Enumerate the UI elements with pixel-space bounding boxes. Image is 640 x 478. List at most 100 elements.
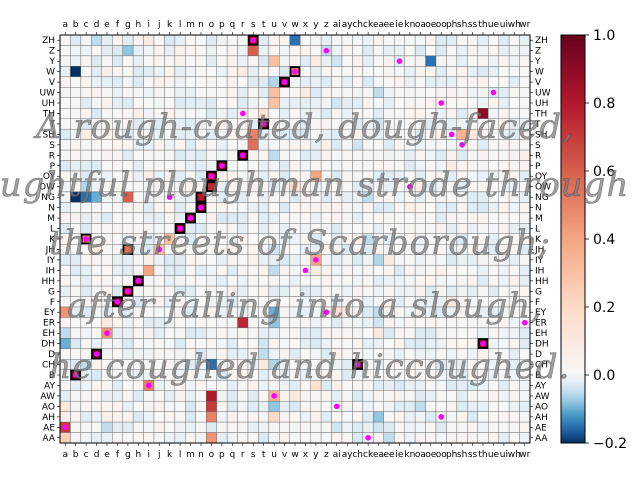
heatmap-cell [226, 76, 238, 88]
heatmap-cell [331, 432, 343, 444]
heatmap-cell [153, 45, 165, 57]
heatmap-cell [300, 212, 311, 224]
heatmap-cell [195, 87, 207, 98]
heatmap-cell [174, 149, 186, 161]
heatmap-cell [488, 66, 499, 78]
heatmap-cell [143, 34, 155, 46]
heatmap-cell [143, 87, 155, 98]
heatmap-cell [435, 149, 447, 161]
heatmap-cell [122, 432, 134, 444]
heatmap-cell [425, 264, 437, 276]
heatmap-cell [341, 411, 353, 423]
heatmap-cell [477, 264, 489, 276]
x-tick-label: oo [436, 20, 448, 30]
heatmap-cell [153, 87, 165, 98]
heatmap-cell [216, 45, 228, 57]
heatmap-cell [70, 34, 82, 46]
heatmap-cell [112, 327, 123, 339]
x-tick-label: p [219, 450, 225, 460]
heatmap-cell [195, 327, 207, 339]
colorbar-tick-label: 1.0 [593, 28, 615, 44]
heatmap-cell [414, 87, 426, 98]
heatmap-cell [488, 411, 499, 423]
heatmap-cell [185, 34, 196, 46]
heatmap-cell [247, 421, 259, 433]
x-tick-label: j [157, 20, 161, 30]
heatmap-cell [404, 275, 416, 287]
heatmap-cell [394, 264, 405, 276]
heatmap-cell [70, 400, 82, 412]
heatmap-cell [467, 76, 478, 88]
x-tick-label: p [219, 20, 225, 30]
heatmap-cell [331, 45, 343, 57]
outlined-cell [185, 212, 196, 224]
heatmap-cell [289, 55, 301, 67]
heatmap-cell [226, 400, 238, 412]
heatmap-cell [122, 34, 134, 46]
heatmap-cell [59, 400, 71, 412]
heatmap-cell [519, 149, 531, 161]
heatmap-cell [477, 212, 489, 224]
x-tick-label: g [125, 20, 131, 30]
heatmap-cell [258, 45, 270, 57]
heatmap-cell [341, 55, 353, 67]
heatmap-cell [258, 34, 270, 46]
heatmap-cell [59, 76, 71, 88]
heatmap-cell [216, 390, 228, 402]
heatmap-cell [477, 327, 489, 339]
heatmap-cell [91, 390, 102, 402]
heatmap-cell [226, 34, 238, 46]
heatmap-cell [310, 327, 322, 339]
heatmap-cell [101, 66, 113, 78]
x-tick-label: x [303, 450, 309, 460]
heatmap-cell [341, 45, 353, 57]
y-tick-label: AA [535, 434, 548, 444]
heatmap-cell [195, 76, 207, 88]
heatmap-cell [237, 34, 249, 46]
heatmap-cell [80, 421, 92, 433]
heatmap-cell [310, 390, 322, 402]
heatmap-cell [112, 55, 123, 67]
y-tick-label: AE [43, 423, 55, 433]
heatmap-cell [488, 55, 499, 67]
heatmap-cell [414, 76, 426, 88]
heatmap-cell [435, 327, 447, 339]
heatmap-cell [404, 264, 416, 276]
heatmap-cell [383, 66, 395, 78]
y-tick-label: DH [41, 340, 55, 350]
heatmap-cell [456, 432, 468, 444]
heatmap-cell [216, 421, 228, 433]
heatmap-cell [143, 264, 155, 276]
heatmap-cell [185, 149, 196, 161]
marker-dot [177, 225, 183, 232]
heatmap-cell [456, 45, 468, 57]
heatmap-cell [122, 264, 134, 276]
x-tick-label: wh [508, 450, 521, 460]
heatmap-cell [258, 66, 270, 78]
heatmap-cell [195, 45, 207, 57]
heatmap-cell [237, 55, 249, 67]
x-tick-label: e [104, 450, 110, 460]
x-tick-label: m [186, 450, 195, 460]
heatmap-cell [425, 411, 437, 423]
heatmap-cell [132, 264, 144, 276]
heatmap-cell [467, 149, 478, 161]
heatmap-cell [519, 411, 531, 423]
heatmap-cell [331, 327, 343, 339]
heatmap-cell [237, 45, 249, 57]
marker-dot [521, 319, 528, 326]
heatmap-cell [488, 34, 499, 46]
heatmap-cell [373, 66, 384, 78]
y-tick-label: OW [39, 183, 55, 193]
heatmap-cell [414, 66, 426, 78]
heatmap-cell [122, 411, 134, 423]
y-tick-label: DH [535, 340, 549, 350]
heatmap-cell [237, 66, 249, 78]
heatmap-cell [143, 275, 155, 287]
heatmap-cell [519, 212, 531, 224]
heatmap-cell [498, 87, 510, 98]
heatmap-cell [91, 421, 102, 433]
heatmap-cell [112, 212, 123, 224]
heatmap-cell [498, 212, 510, 224]
x-tick-label: n [198, 20, 204, 30]
